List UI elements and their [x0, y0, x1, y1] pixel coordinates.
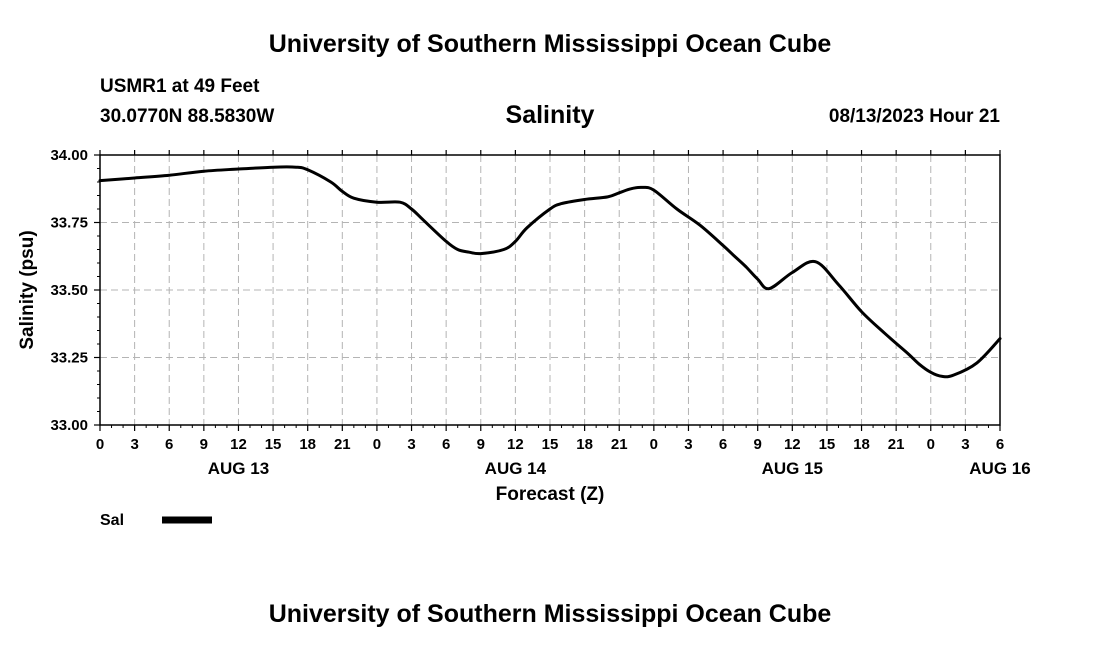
y-tick-label: 33.00 — [50, 417, 88, 434]
y-tick-label: 33.50 — [50, 282, 88, 299]
x-tick-label: 3 — [684, 436, 692, 453]
x-tick-label: 6 — [719, 436, 727, 453]
coordinates-label: 30.0770N 88.5830W — [100, 106, 275, 127]
series-layer — [98, 165, 1002, 379]
x-tick-label: 0 — [373, 436, 381, 453]
date-label: AUG 14 — [485, 459, 547, 478]
y-axis: 33.00 33.25 33.50 33.75 34.00 — [50, 147, 100, 434]
x-tick-label: 21 — [334, 436, 351, 453]
x-axis-label: Forecast (Z) — [496, 484, 605, 505]
date-label: AUG 16 — [969, 459, 1030, 478]
x-tick-label: 12 — [784, 436, 801, 453]
x-tick-label: 9 — [477, 436, 485, 453]
x-tick-label: 18 — [299, 436, 316, 453]
x-tick-label: 9 — [754, 436, 762, 453]
x-tick-label: 15 — [542, 436, 559, 453]
x-tick-label: 6 — [165, 436, 173, 453]
x-tick-label: 3 — [130, 436, 138, 453]
legend-label: Sal — [100, 512, 124, 529]
station-label: USMR1 at 49 Feet — [100, 76, 260, 97]
y-axis-label: Salinity (psu) — [17, 230, 38, 349]
x-tick-label: 3 — [407, 436, 415, 453]
x-tick-label: 6 — [996, 436, 1004, 453]
x-tick-label: 18 — [576, 436, 593, 453]
x-tick-label: 12 — [507, 436, 524, 453]
plot-frame — [99, 154, 1001, 426]
y-tick-label: 33.25 — [50, 350, 88, 367]
grid-lines — [100, 154, 1000, 425]
y-tick-label: 34.00 — [50, 147, 88, 164]
legend: Sal — [100, 512, 212, 529]
footer-title: University of Southern Mississippi Ocean… — [268, 600, 832, 628]
x-tick-label: 0 — [96, 436, 104, 453]
x-tick-label: 15 — [265, 436, 282, 453]
x-tick-label: 18 — [853, 436, 870, 453]
x-tick-label: 21 — [888, 436, 905, 453]
x-tick-label: 3 — [961, 436, 969, 453]
x-tick-label: 6 — [442, 436, 450, 453]
chart-title: Salinity — [505, 101, 595, 129]
x-tick-label: 9 — [200, 436, 208, 453]
date-label: AUG 13 — [208, 459, 269, 478]
x-tick-label: 21 — [611, 436, 628, 453]
timestamp-label: 08/13/2023 Hour 21 — [828, 106, 1000, 127]
date-label: AUG 15 — [762, 459, 823, 478]
x-tick-label: 0 — [927, 436, 935, 453]
page-title: University of Southern Mississippi Ocean… — [268, 30, 832, 58]
y-tick-label: 33.75 — [50, 215, 88, 232]
x-tick-label: 0 — [650, 436, 658, 453]
x-tick-label: 12 — [230, 436, 247, 453]
x-axis: 0 3 6 9 12 15 18 21 0 3 6 9 12 15 18 21 0 3 6 9 12 15 18 21 0 3 6 A… — [96, 150, 1031, 478]
x-tick-label: 15 — [819, 436, 836, 453]
series-line-sal — [98, 165, 1002, 379]
